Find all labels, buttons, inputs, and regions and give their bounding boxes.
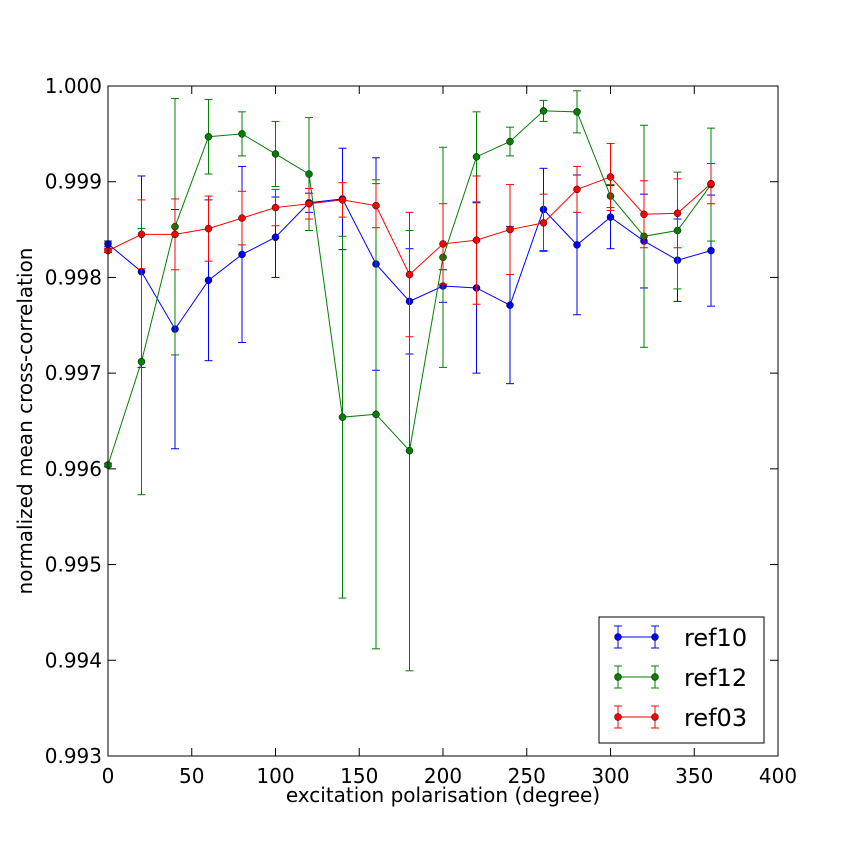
legend-entry-ref12: ref12 [614,664,747,692]
x-tick-label: 150 [340,764,378,788]
legend-label: ref03 [684,704,747,732]
data-point [204,132,213,141]
data-point [372,201,380,210]
x-tick-label: 50 [179,764,204,788]
data-point [238,130,246,138]
data-point [338,413,347,421]
y-tick-label: 0.993 [45,744,102,768]
legend-entry-ref03: ref03 [614,704,747,732]
y-tick-label: 1.000 [45,74,102,98]
data-point [707,246,715,255]
data-point [573,185,581,194]
data-point [472,153,481,161]
data-point [271,233,280,241]
data-point [338,196,347,204]
y-axis-label: normalized mean cross-correlation [13,248,37,595]
x-tick-label: 100 [256,764,294,788]
data-point [606,173,615,181]
data-point [238,250,246,259]
legend-marker [651,673,659,681]
data-point [137,230,146,239]
data-point [305,170,313,178]
legend-marker [614,633,622,641]
legend-marker [651,633,659,641]
data-point [271,150,280,158]
data-point [405,270,414,279]
data-point [673,209,682,218]
x-tick-label: 0 [102,764,115,788]
x-tick-label: 250 [508,764,546,788]
data-point [271,203,280,212]
legend-label: ref12 [684,664,747,692]
data-point [573,241,581,249]
data-point [238,214,246,222]
data-point [506,301,514,309]
y-tick-label: 0.999 [45,170,102,194]
data-point [606,213,615,221]
data-point [573,108,581,116]
data-point [506,137,514,146]
data-point [137,357,146,366]
data-point [305,199,313,208]
data-point [204,276,213,285]
legend-box [598,616,765,744]
legend: ref10 ref12 ref03 [598,616,765,744]
x-tick-label: 200 [424,764,462,788]
legend-marker [614,713,622,721]
y-tick-label: 0.994 [45,648,102,672]
y-tick-label: 0.997 [45,361,102,385]
legend-entry-ref10: ref10 [614,624,747,652]
data-point [372,410,380,419]
x-tick-label: 350 [675,764,713,788]
x-axis-ticks: 0 50 100 150 200 250 300 350 400 [102,86,797,788]
data-point [539,107,548,115]
y-tick-label: 0.996 [45,457,102,481]
legend-marker [614,673,622,681]
y-tick-label: 0.995 [45,553,102,577]
x-axis-label: excitation polarisation (degree) [286,783,600,807]
x-tick-label: 300 [591,764,629,788]
data-point [439,240,447,248]
data-point [539,219,548,227]
data-point [472,236,481,244]
y-tick-label: 0.998 [45,265,102,289]
legend-label: ref10 [684,624,747,652]
data-point [707,179,715,188]
y-axis-ticks: 0.993 0.994 0.995 0.996 0.997 0.998 0.999 1.000 [45,74,778,768]
plot-area [104,90,715,672]
legend-marker [651,713,659,721]
data-point [405,446,414,455]
series-ref03 [104,142,715,338]
data-point [204,224,213,233]
data-point [171,230,179,239]
data-point [506,225,514,234]
x-tick-label: 400 [759,764,797,788]
data-point [640,210,648,219]
